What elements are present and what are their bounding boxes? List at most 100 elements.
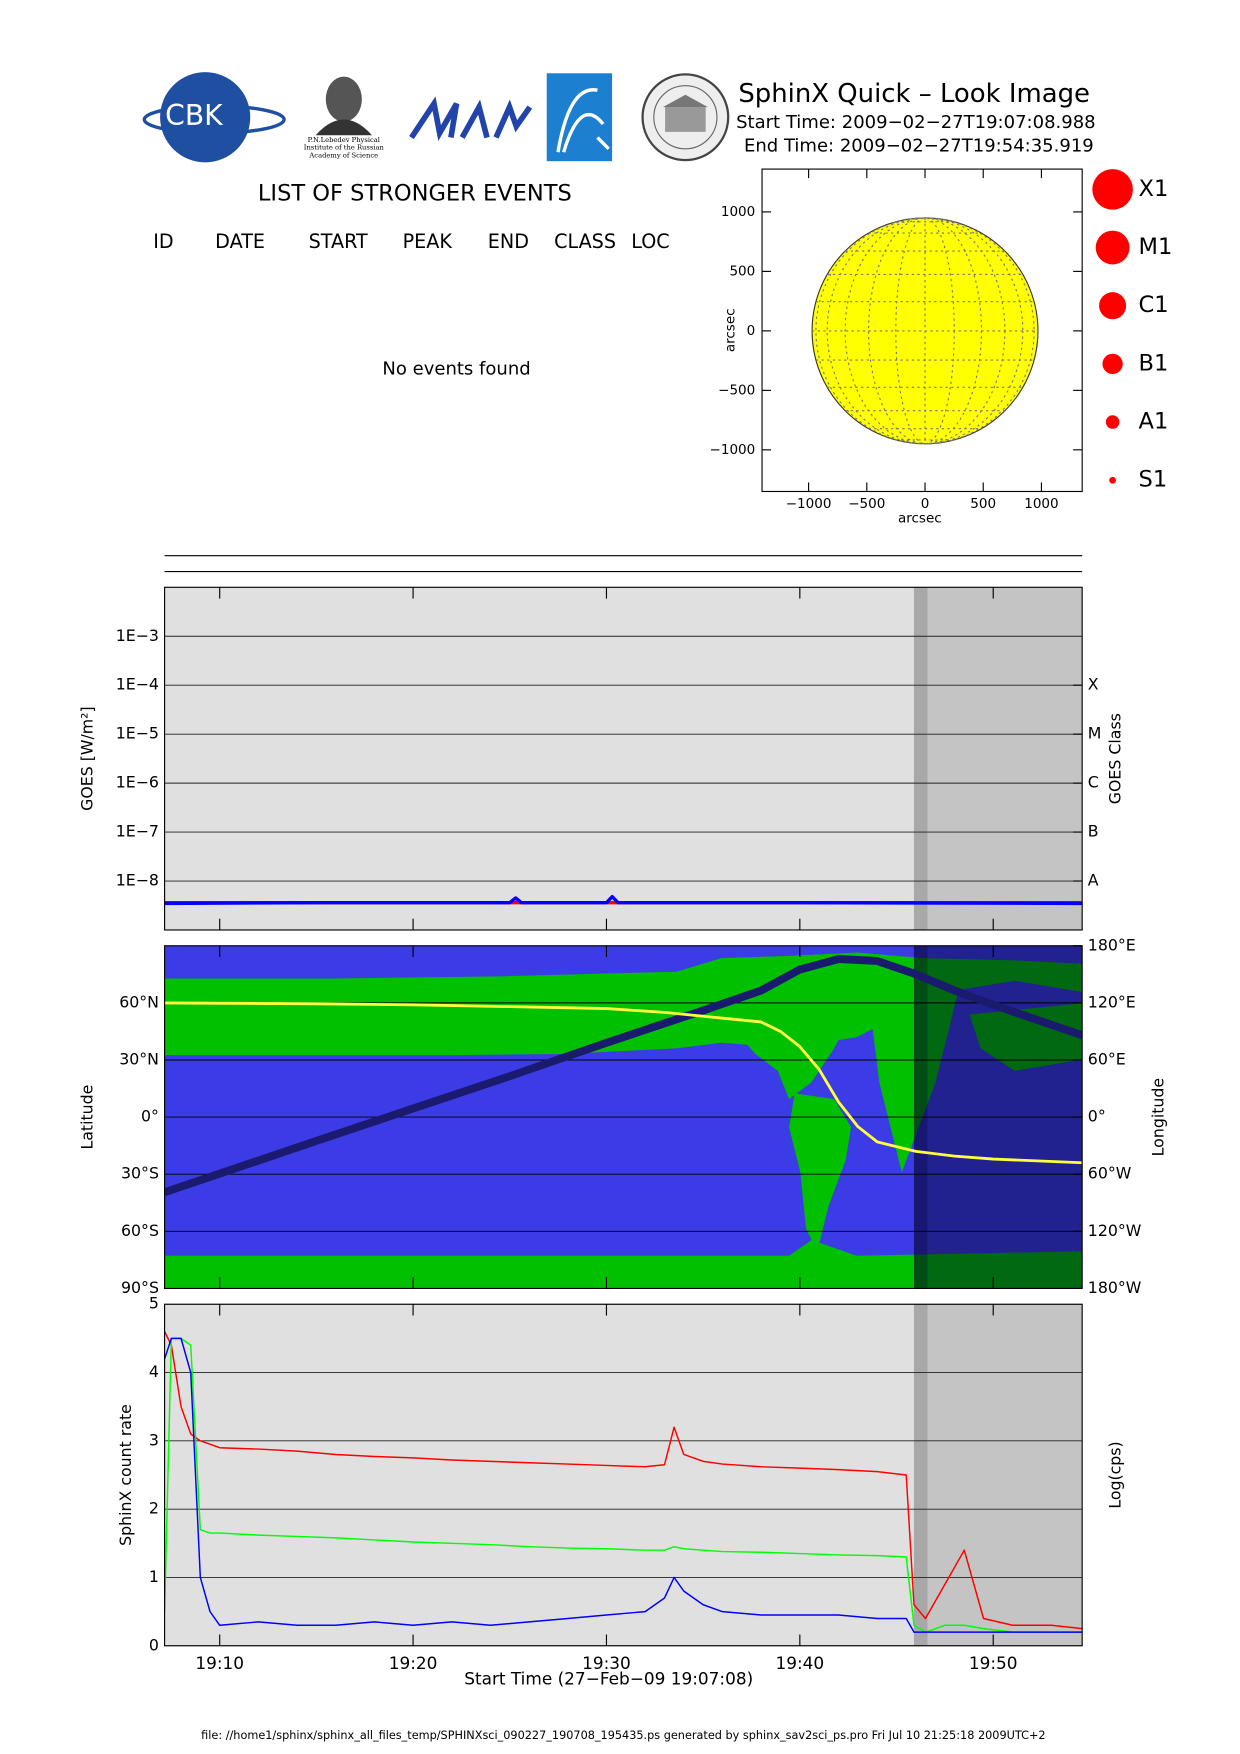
column-header: START — [309, 230, 368, 253]
x-tick-label: −500 — [848, 496, 885, 512]
y-tick-label: 30°N — [119, 1049, 159, 1068]
series-line — [164, 894, 1083, 906]
y-axis-label: Latitude — [77, 1085, 96, 1150]
logo-lebedev: P.N.Lebedev Physical Institute of the Ru… — [304, 76, 385, 160]
plot-area — [164, 945, 1083, 1289]
series-line — [164, 1001, 1083, 1165]
y2-tick-label: 120°E — [1088, 992, 1136, 1011]
y-tick-label: 30°S — [121, 1164, 159, 1183]
x-tick-label: 0 — [921, 496, 930, 512]
logo-cbk: CBK — [142, 72, 286, 163]
no-events: No events found — [382, 359, 530, 380]
plot-frame — [164, 1303, 1083, 1647]
y-tick-label: −500 — [718, 382, 755, 398]
y-tick-label: 1E−7 — [116, 822, 159, 841]
legend-label: C1 — [1139, 292, 1169, 318]
y-tick-label: 1E−6 — [116, 773, 159, 792]
x-tick-label: 500 — [970, 496, 996, 512]
y-tick-label: −1000 — [710, 442, 756, 458]
logo-seal — [641, 73, 730, 162]
logo-caption: P.N.Lebedev Physical — [308, 136, 380, 144]
legend-marker — [1099, 292, 1127, 320]
y2-tick-label: 60°W — [1088, 1164, 1132, 1183]
legend-label: M1 — [1139, 234, 1173, 260]
x-tick-label: −1000 — [786, 496, 832, 512]
events-heading: LIST OF STRONGER EVENTS — [258, 180, 572, 206]
legend-marker — [1102, 353, 1123, 375]
y2-axis-label: Log(cps) — [1105, 1441, 1124, 1508]
y-tick-label: 60°N — [119, 992, 159, 1011]
y2-tick-label: B — [1088, 822, 1099, 841]
y2-tick-label: A — [1088, 871, 1099, 890]
y-tick-label: 1000 — [721, 204, 755, 220]
plot-frame — [164, 586, 1083, 931]
logo-caption: Institute of the Russian — [304, 144, 385, 152]
page-title: SphinX Quick – Look Image — [738, 79, 1090, 109]
plot-frame — [761, 168, 1083, 493]
legend-label: S1 — [1139, 467, 1168, 493]
column-header: PEAK — [403, 230, 453, 253]
series-line — [164, 1337, 1083, 1633]
series-line — [164, 1331, 1083, 1630]
y-tick-label: 1E−5 — [116, 724, 159, 743]
y2-axis-label: Longitude — [1148, 1078, 1167, 1156]
plot-background — [164, 1304, 1083, 1646]
legend-marker — [1095, 230, 1130, 265]
legend-label: X1 — [1139, 176, 1169, 202]
y-tick-label: 0 — [747, 323, 756, 339]
x-tick-label: 19:10 — [195, 1653, 244, 1673]
y-tick-label: 2 — [149, 1499, 159, 1518]
x-tick-label: 19:40 — [775, 1653, 824, 1673]
eclipse-band — [913, 587, 928, 930]
y-tick-label: 90°S — [121, 1278, 159, 1297]
logo-instrument — [546, 73, 613, 162]
y2-axis-label: GOES Class — [1105, 713, 1124, 804]
column-header: ID — [153, 230, 173, 253]
series-line — [164, 1337, 1083, 1633]
y-tick-label: 1E−8 — [116, 871, 159, 890]
eclipse-band — [913, 1304, 928, 1646]
y-axis-label: GOES [W/m²] — [77, 706, 96, 811]
y-axis-label: arcsec — [722, 308, 738, 352]
y-tick-label: 60°S — [121, 1221, 159, 1240]
disk-grid — [812, 217, 1038, 445]
x-tick-label: 1000 — [1024, 496, 1058, 512]
x-axis-label: arcsec — [898, 511, 942, 527]
footer: file: //home1/sphinx/sphinx_all_files_te… — [201, 1729, 1045, 1742]
y2-tick-label: C — [1088, 773, 1099, 792]
y2-tick-label: 60°E — [1088, 1049, 1126, 1068]
column-header: CLASS — [554, 230, 616, 253]
logo-caption: Academy of Science — [308, 152, 378, 160]
y2-tick-label: 120°W — [1088, 1221, 1142, 1240]
y-tick-label: 1E−4 — [116, 675, 159, 694]
y-tick-label: 3 — [149, 1430, 159, 1449]
y-tick-label: 4 — [149, 1362, 159, 1381]
y-tick-label: 0 — [149, 1635, 159, 1654]
legend-marker — [1109, 476, 1116, 484]
y-axis-label: SphinX count rate — [116, 1404, 135, 1546]
x-axis-label: Start Time (27−Feb−09 19:07:08) — [464, 1669, 753, 1689]
column-header: END — [488, 230, 529, 253]
start-time: Start Time: 2009−02−27T19:07:08.988 — [736, 112, 1096, 133]
y-tick-label: 5 — [149, 1294, 159, 1313]
y-tick-label: 0° — [141, 1107, 159, 1126]
y2-tick-label: 180°E — [1088, 935, 1136, 954]
y2-tick-label: 0° — [1088, 1107, 1106, 1126]
y-tick-label: 1E−3 — [116, 626, 159, 645]
y-tick-label: 1 — [149, 1567, 159, 1586]
column-header: DATE — [215, 230, 265, 253]
x-tick-label: 19:20 — [389, 1653, 438, 1673]
y2-tick-label: 180°W — [1088, 1278, 1142, 1297]
legend-marker — [1105, 415, 1120, 429]
x-tick-label: 19:30 — [582, 1653, 631, 1673]
y2-tick-label: M — [1088, 724, 1102, 743]
series-line — [164, 955, 1083, 1197]
x-tick-label: 19:50 — [969, 1653, 1018, 1673]
logo-text: CBK — [165, 99, 224, 132]
plot-area — [164, 1304, 1083, 1646]
legend-marker — [1092, 169, 1133, 210]
plot-area — [164, 587, 1083, 930]
logo-mfan — [409, 96, 533, 141]
